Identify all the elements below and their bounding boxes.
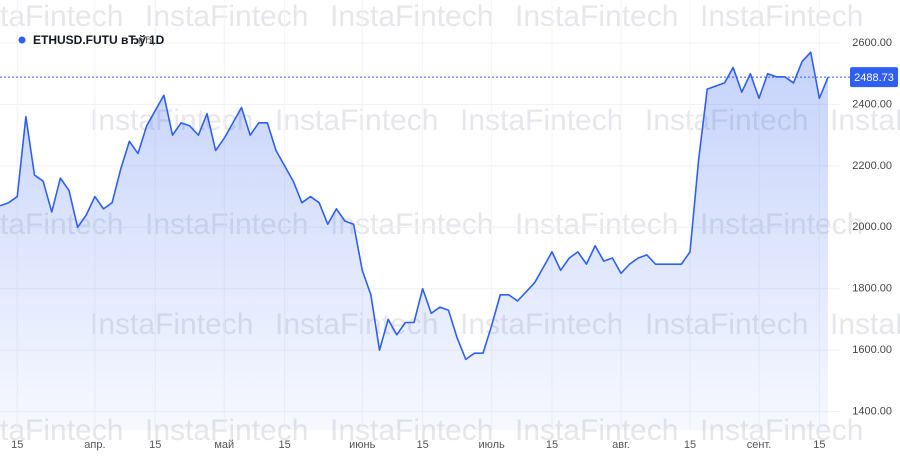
- chart-title: ETHUSD.FUTU вЂў 1D: [33, 33, 165, 47]
- watermark: InstaFintech: [515, 0, 678, 33]
- x-tick-label: апр.: [84, 439, 105, 451]
- x-tick-label: 15: [813, 439, 825, 451]
- watermark: InstaFintech: [330, 0, 493, 33]
- x-tick-label: 15: [11, 439, 23, 451]
- y-tick-label: 2600.00: [852, 37, 892, 49]
- last-price-label: 2488.73: [854, 72, 894, 84]
- watermark: InstaFintech: [0, 0, 123, 33]
- x-tick-label: 15: [684, 439, 696, 451]
- watermark: InstaFintech: [830, 308, 900, 341]
- x-tick-label: сент.: [747, 439, 772, 451]
- last-price-box: [850, 67, 898, 88]
- x-tick-label: 15: [279, 439, 291, 451]
- y-tick-label: 1600.00: [852, 344, 892, 356]
- legend-dot: [18, 36, 26, 44]
- axes: 1400.00 1600.00 1800.00 2000.00 2200.00 2400.…: [11, 37, 898, 451]
- watermark: InstaFintech: [830, 104, 900, 137]
- chart-subtitle: вЂ¦: [138, 36, 155, 47]
- y-tick-label: 2200.00: [852, 160, 892, 172]
- y-tick-label: 2000.00: [852, 221, 892, 233]
- watermark: InstaFintech: [330, 208, 493, 241]
- watermark: InstaFintech: [515, 208, 678, 241]
- y-tick-label: 2400.00: [852, 98, 892, 110]
- x-tick-label: май: [214, 439, 234, 451]
- y-tick-label: 1400.00: [852, 405, 892, 417]
- watermark: InstaFintech: [145, 0, 308, 33]
- x-tick-label: авг.: [612, 439, 630, 451]
- area: [0, 52, 828, 431]
- price-line: [0, 51, 829, 361]
- y-tick-label: 1800.00: [852, 283, 892, 295]
- watermark: InstaFintech: [460, 104, 623, 137]
- x-tick-label: 15: [546, 439, 558, 451]
- x-tick-label: 15: [149, 439, 161, 451]
- x-tick-label: 15: [417, 439, 429, 451]
- x-tick-label: июль: [478, 439, 505, 451]
- watermark: InstaFintech: [275, 104, 438, 137]
- watermark: InstaFintech: [700, 0, 863, 33]
- x-tick-label: июнь: [349, 439, 375, 451]
- plot: [0, 51, 850, 431]
